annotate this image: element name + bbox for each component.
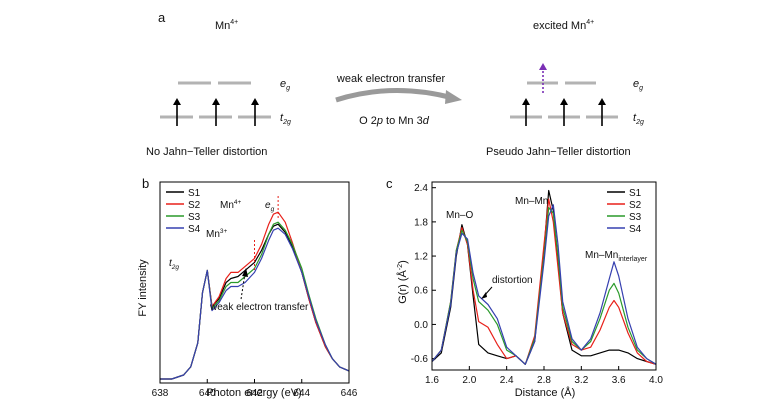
x-tick-label: 3.2 [574,375,588,386]
chart-b-annotations: t2g Mn4+ eg Mn3+ weak electron transfer [169,196,309,313]
y-tick-label: -0.6 [411,354,429,365]
legend-entry-s4: S4 [629,224,642,235]
chart-c-ticks [431,187,657,370]
transfer-arrow: weak electron transfer O 2p to Mn 3d [335,73,462,127]
x-tick-label: 4.0 [649,375,663,386]
mn3-annotation: Mn3+ [206,228,228,240]
t2g-annotation: t2g [169,258,179,271]
panel-c-label: c [386,176,393,191]
y-tick-label: 2.4 [414,183,428,194]
transfer-annotation: weak electron transfer [209,302,309,313]
panel-a: a Mn4+ excited Mn4+ eg t2g weak electron… [146,10,644,158]
chart-b-frame [159,181,350,384]
transfer-pointer-line [240,272,246,300]
electron-arrow-icon [251,98,259,126]
x-tick-label: 640 [199,388,216,399]
x-tick-label: 1.6 [425,375,439,386]
panel-b-label: b [142,176,149,191]
panel-b: b FY intensity Photon energy (eV) 638 640… [137,176,358,399]
y-tick-label: 0.6 [414,286,428,297]
x-tick-label: 2.4 [500,375,514,386]
mn-o-annotation: Mn–O [446,210,473,221]
legend-entry-s3: S3 [629,212,642,223]
x-tick-label: 3.6 [612,375,626,386]
chart-c-annotations: Mn–O Mn–Mn Mn–Mninterlayer distortion [446,196,648,299]
left-caption: No Jahn−Teller distortion [146,146,267,158]
curved-arrow-icon [335,87,454,103]
eg-label: eg [633,78,643,92]
distortion-annotation: distortion [492,275,533,286]
legend-entry-s4: S4 [188,224,201,235]
legend-entry-s1: S1 [188,188,201,199]
electron-arrow-icon [173,98,181,126]
series-line-s4 [431,204,657,365]
x-tick-label: 646 [341,388,358,399]
legend-entry-s2: S2 [629,200,642,211]
chart-b-ticks [159,379,350,383]
chart-c-xlabel: Distance (Å) [515,386,576,399]
chart-b-ylabel: FY intensity [137,259,149,317]
excited-mn4-title: excited Mn4+ [533,19,594,32]
panel-c: c G(r) (Å-2) Distance (Å) 1.6 2.0 2.4 2.8 3.… [386,176,663,399]
chart-c-frame [431,181,657,371]
legend-entry-s3: S3 [188,212,201,223]
legend-entry-s1: S1 [629,188,642,199]
transfer-pointer-arrow-icon [242,268,249,277]
electron-arrow-icon [522,98,530,126]
mn4-annotation: Mn4+ [220,199,242,211]
excited-electron-arrow-icon [539,63,547,93]
chart-c-series [431,189,657,365]
x-tick-label: 642 [246,388,263,399]
transfer-text-top: weak electron transfer [336,73,446,85]
mn4-title: Mn4+ [215,19,238,32]
x-tick-label: 638 [152,388,169,399]
t2g-label: t2g [280,112,291,126]
legend-entry-s2: S2 [188,200,201,211]
chart-b-xlabel: Photon energy (eV) [206,387,301,399]
arrow-head-icon [445,90,462,104]
x-tick-label: 644 [293,388,310,399]
right-orbital-diagram: eg t2g [510,63,644,126]
series-line-s2 [431,198,657,365]
chart-c-ylabel: G(r) (Å-2) [396,260,409,304]
eg-label: eg [280,78,290,92]
y-tick-label: 1.2 [414,252,428,263]
electron-arrow-icon [212,98,220,126]
distortion-pointer-arrow-icon [481,292,487,299]
x-tick-label: 2.0 [462,375,476,386]
series-line-s3 [431,207,657,365]
chart-b-xtick-labels: 638 640 642 644 646 [152,388,358,399]
eg-annotation: eg [265,200,275,213]
series-line-s2 [160,211,350,380]
mn-mn-interlayer-annotation: Mn–Mninterlayer [585,250,648,263]
mn-mn-annotation: Mn–Mn [515,196,548,207]
electron-arrow-icon [598,98,606,126]
chart-b-series [160,211,350,380]
y-tick-label: 0.0 [414,320,428,331]
t2g-label: t2g [633,112,644,126]
chart-c-tick-labels: 1.6 2.0 2.4 2.8 3.2 3.6 4.0 -0.6 0.0 0.6 1.2 1.8 2.4 [411,183,664,386]
y-tick-label: 1.8 [414,217,428,228]
transfer-text-bottom: O 2p to Mn 3d [359,115,430,127]
left-orbital-diagram: eg t2g [160,78,291,126]
panel-a-label: a [158,10,166,25]
electron-arrow-icon [560,98,568,126]
x-tick-label: 2.8 [537,375,551,386]
right-caption: Pseudo Jahn−Teller distortion [486,146,631,158]
series-line-s4 [160,227,350,380]
